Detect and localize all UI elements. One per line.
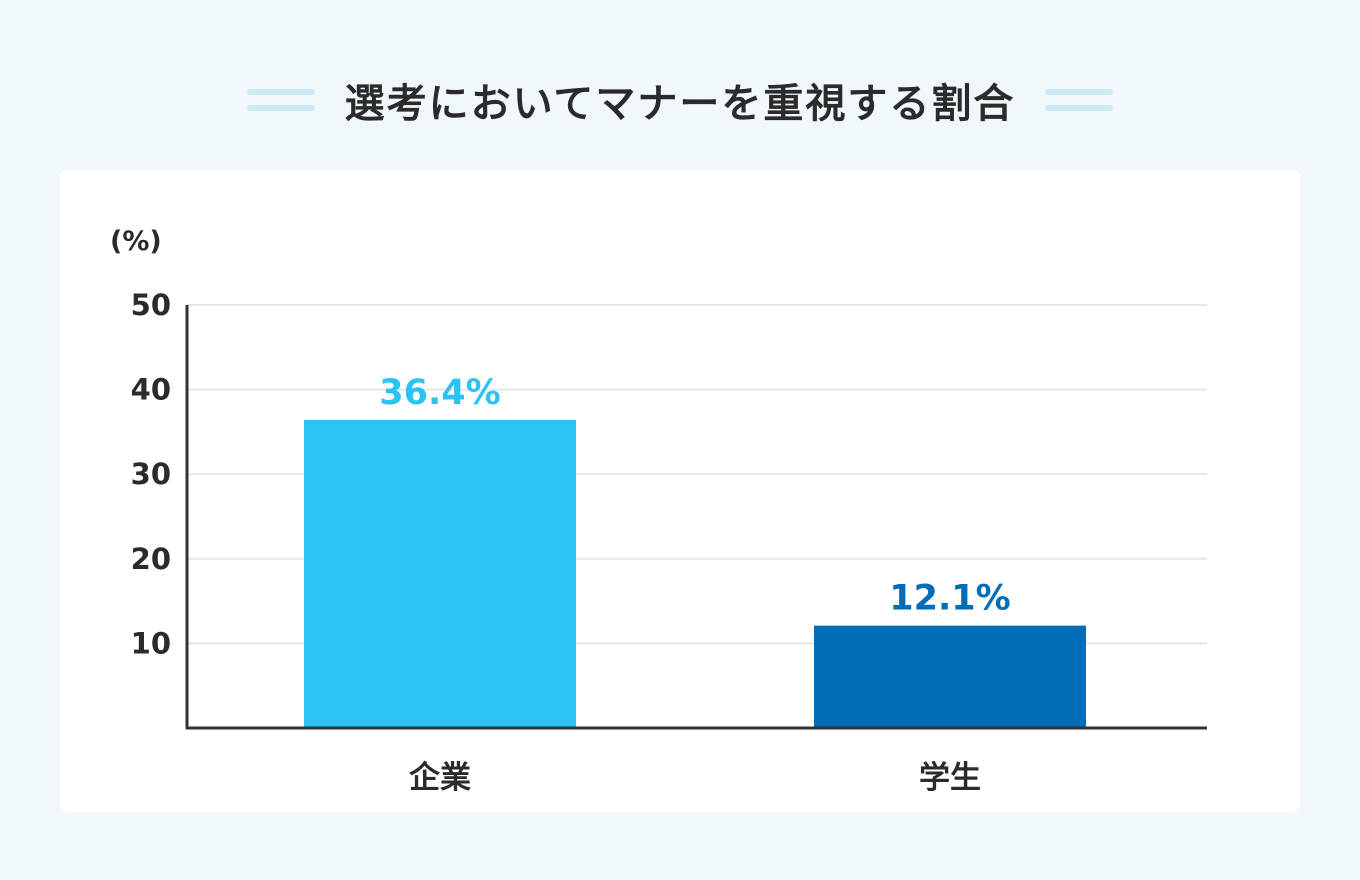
bars xyxy=(304,420,1086,728)
bar-2 xyxy=(814,625,1086,728)
bar-value-label: 36.4% xyxy=(379,373,500,413)
title-row: 選考においてマナーを重視する割合 xyxy=(0,62,1360,138)
y-tick-label: 30 xyxy=(131,457,171,491)
y-axis-unit-label: (%) xyxy=(110,226,162,257)
bar-chart: 10 20 30 40 50 36.4% 企業 12.1% 学生 (%) xyxy=(110,226,1207,796)
bar-1 xyxy=(304,420,576,728)
title-decoration-left xyxy=(246,89,315,111)
labels: 10 20 30 40 50 36.4% 企業 12.1% 学生 xyxy=(131,288,1011,796)
title-decoration-right xyxy=(1045,89,1114,111)
page-title: 選考においてマナーを重視する割合 xyxy=(344,81,1016,127)
axes xyxy=(185,305,1207,730)
y-tick-label: 40 xyxy=(131,373,171,407)
x-category-label: 学生 xyxy=(919,760,981,796)
chart-card: 10 20 30 40 50 36.4% 企業 12.1% 学生 (%) xyxy=(60,170,1300,812)
y-tick-label: 10 xyxy=(131,626,171,660)
y-tick-label: 50 xyxy=(131,288,171,322)
y-tick-label: 20 xyxy=(131,542,171,576)
bar-value-label: 12.1% xyxy=(889,579,1010,619)
x-category-label: 企業 xyxy=(409,760,471,796)
